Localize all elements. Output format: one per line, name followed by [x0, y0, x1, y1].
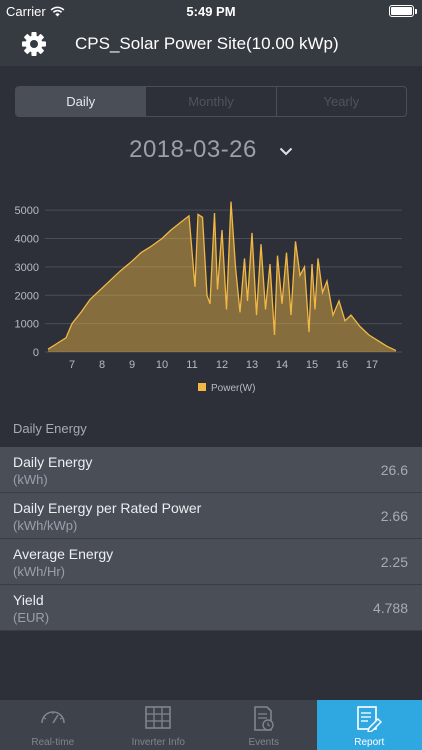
energy-row-rated-power: Daily Energy per Rated Power (kWh/kWp) 2…: [0, 493, 422, 539]
nav-bar: CPS_Solar Power Site(10.00 kWp): [0, 22, 422, 66]
carrier-group: Carrier: [6, 4, 65, 19]
row-label: Average Energy: [13, 546, 114, 562]
tab-events[interactable]: Events: [211, 700, 317, 750]
gear-icon: [22, 32, 46, 56]
settings-button[interactable]: [20, 30, 48, 58]
row-unit: (kWh): [13, 472, 48, 487]
chevron-down-icon[interactable]: [279, 147, 293, 156]
energy-row-yield: Yield (EUR) 4.788: [0, 585, 422, 631]
row-value: 4.788: [372, 600, 408, 616]
row-label: Daily Energy: [13, 454, 93, 470]
row-unit: (kWh/Hr): [13, 564, 65, 579]
tab-label: Events: [248, 737, 280, 748]
x-tick-label: 10: [156, 359, 168, 371]
tab-report[interactable]: Report: [316, 700, 422, 750]
x-tick-label: 14: [276, 359, 288, 371]
power-chart-svg: 0 1000 2000 3000 4000 5000 7 8 9 10 11 12 13 14 15 16 1…: [15, 201, 402, 394]
status-bar: Carrier 5:49 PM: [0, 0, 422, 22]
section-header: Daily Energy: [13, 421, 87, 436]
row-value: 26.6: [380, 462, 408, 478]
tab-label: Report: [354, 737, 385, 748]
y-tick-label: 1000: [15, 319, 39, 331]
wifi-icon: [50, 6, 65, 17]
row-value: 2.25: [380, 554, 408, 570]
document-clock-icon: [253, 706, 274, 731]
energy-list: Daily Energy (kWh) 26.6 Daily Energy per…: [0, 447, 422, 631]
page-title: CPS_Solar Power Site(10.00 kWp): [75, 34, 339, 53]
power-line: [47, 201, 397, 352]
x-tick-label: 16: [336, 359, 348, 371]
carrier-label: Carrier: [6, 4, 46, 19]
grid-panel-icon: [145, 706, 172, 729]
x-tick-label: 11: [186, 359, 197, 371]
power-area: [48, 201, 396, 352]
y-tick-label: 2000: [15, 290, 39, 302]
y-tick-label: 3000: [15, 262, 39, 274]
x-tick-label: 7: [69, 359, 75, 371]
row-label: Daily Energy per Rated Power: [13, 500, 202, 516]
row-unit: (EUR): [13, 610, 50, 625]
power-chart: 0 1000 2000 3000 4000 5000 7 8 9 10 11 12 13 14 15 16 1…: [0, 190, 422, 400]
y-tick-label: 5000: [15, 205, 39, 217]
battery-icon: [389, 5, 417, 17]
tab-label: Real-time: [31, 737, 75, 748]
x-tick-label: 17: [366, 359, 378, 371]
segment-daily[interactable]: Daily: [16, 87, 146, 116]
row-value: 2.66: [380, 508, 408, 524]
segment-yearly[interactable]: Yearly: [275, 87, 406, 116]
tab-label: Inverter Info: [131, 737, 185, 748]
y-tick-label: 0: [33, 347, 39, 359]
date-picker[interactable]: 2018-03-26: [0, 132, 422, 168]
energy-row-daily-energy: Daily Energy (kWh) 26.6: [0, 447, 422, 493]
x-tick-label: 8: [99, 359, 105, 371]
tab-inverter-info[interactable]: Inverter Info: [106, 700, 212, 750]
x-tick-label: 13: [246, 359, 258, 371]
legend-swatch: [198, 383, 206, 391]
x-tick-label: 9: [129, 359, 135, 371]
x-tick-label: 15: [306, 359, 318, 371]
segment-monthly[interactable]: Monthly: [145, 87, 275, 116]
period-segmented-control: Daily Monthly Yearly: [15, 86, 407, 117]
tab-real-time[interactable]: Real-time: [0, 700, 106, 750]
date-label[interactable]: 2018-03-26: [129, 136, 257, 163]
y-tick-label: 4000: [15, 234, 39, 246]
chart-legend: Power(W): [198, 383, 255, 394]
energy-row-average-energy: Average Energy (kWh/Hr) 2.25: [0, 539, 422, 585]
x-tick-label: 12: [216, 359, 228, 371]
tab-bar: Real-time Inverter Info Events Repo: [0, 700, 422, 750]
row-unit: (kWh/kWp): [13, 518, 78, 533]
report-icon: [357, 706, 383, 732]
row-label: Yield: [13, 592, 44, 608]
status-time: 5:49 PM: [186, 4, 236, 19]
gauge-icon: [40, 711, 65, 724]
legend-label: Power(W): [211, 383, 255, 394]
